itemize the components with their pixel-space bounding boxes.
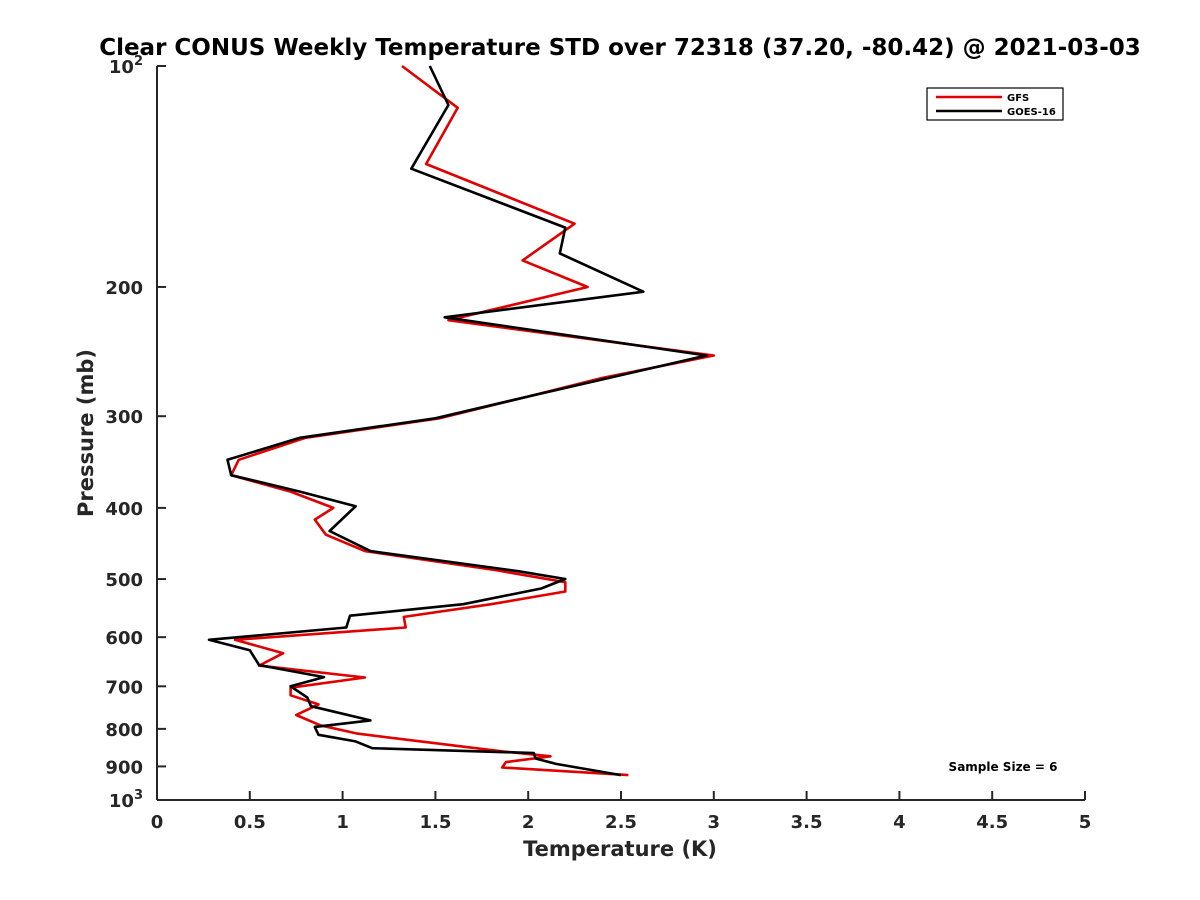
x-tick-label: 1 <box>336 812 349 833</box>
y-tick-label: 103 <box>109 788 143 812</box>
x-tick-label: 2 <box>522 812 535 833</box>
x-tick-label: 0.5 <box>234 812 266 833</box>
y-tick-label: 102 <box>109 54 143 78</box>
y-tick-label: 300 <box>105 407 143 428</box>
y-tick-label: 200 <box>105 278 143 299</box>
y-axis-label: Pressure (mb) <box>74 349 98 517</box>
x-tick-label: 3 <box>708 812 721 833</box>
y-tick-label: 500 <box>105 570 143 591</box>
x-tick-label: 0 <box>151 812 164 833</box>
x-tick-label: 4.5 <box>976 812 1008 833</box>
chart-title: Clear CONUS Weekly Temperature STD over … <box>99 35 1141 61</box>
sample-size-annotation: Sample Size = 6 <box>949 760 1058 774</box>
y-tick-label: 700 <box>105 677 143 698</box>
axes-layer: 0 0.5 1 1.5 2 2.5 3 3.5 4 4.5 5 102 200 300 400 500 600 7… <box>105 54 1091 833</box>
x-axis-label: Temperature (K) <box>523 837 717 861</box>
y-tick-label: 400 <box>105 499 143 520</box>
legend-box <box>926 87 1064 121</box>
x-tick-label: 4 <box>893 812 906 833</box>
legend: GFS GOES-16 <box>926 87 1064 121</box>
x-tick-label: 2.5 <box>605 812 637 833</box>
x-tick-label: 1.5 <box>419 812 451 833</box>
y-tick-label: 900 <box>105 757 143 778</box>
legend-label: GOES-16 <box>1007 107 1056 118</box>
y-tick-label: 800 <box>105 720 143 741</box>
legend-label: GFS <box>1007 93 1029 104</box>
series-line-goes-16 <box>207 65 708 777</box>
series-layer <box>207 64 716 777</box>
y-tick-label: 600 <box>105 628 143 649</box>
x-tick-label: 5 <box>1079 812 1092 833</box>
series-line-gfs <box>229 64 716 777</box>
x-tick-label: 3.5 <box>791 812 823 833</box>
